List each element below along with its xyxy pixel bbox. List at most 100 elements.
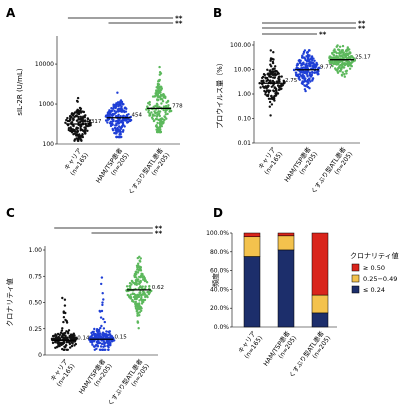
C-ytick-label-1: 0.25 xyxy=(29,326,43,333)
A-point-g0-159 xyxy=(75,137,78,140)
C-point-g1-162 xyxy=(101,333,104,337)
C-ytick-label-0: 0 xyxy=(38,352,42,359)
B-point-g0-85 xyxy=(267,93,270,97)
C-point-g1-172 xyxy=(108,330,112,333)
B-point-g1-177 xyxy=(308,64,311,68)
B-point-g2-141 xyxy=(340,54,343,57)
A-point-g0-130 xyxy=(78,118,82,121)
B-point-g2-188 xyxy=(334,62,337,66)
B-point-g2-197 xyxy=(332,62,335,65)
C-point-g2-121 xyxy=(138,291,141,294)
A-ytick-label-0: 100 xyxy=(43,141,55,148)
C-point-g1-199 xyxy=(99,326,102,330)
B-xtick-1: HAM/TSP患者(n=205) xyxy=(282,145,319,184)
B-point-g2-154 xyxy=(333,51,336,54)
D-xtick-1: HAM/TSP患者(n=205) xyxy=(261,329,298,368)
C-point-g2-110 xyxy=(144,285,147,288)
C-point-g2-95 xyxy=(141,285,144,288)
C-point-g0-70 xyxy=(65,341,68,344)
C-point-g2-98 xyxy=(139,279,142,283)
C-point-g2-180 xyxy=(136,296,139,299)
C-point-g1-58 xyxy=(105,330,108,333)
B-point-g0-129 xyxy=(261,80,264,83)
B-point-g0-12 xyxy=(259,86,262,89)
B-point-g1-91 xyxy=(294,73,298,77)
B-point-g0-120 xyxy=(273,76,276,80)
B-point-g1-171 xyxy=(316,71,319,74)
C-point-g1-116 xyxy=(93,345,96,348)
B-point-g0-135 xyxy=(269,63,272,66)
A-point-g0-114 xyxy=(76,129,79,132)
A-point-g1-160 xyxy=(114,111,117,115)
A-point-g2-204 xyxy=(157,79,160,82)
B-point-g1-193 xyxy=(309,75,313,78)
A-point-g0-161 xyxy=(75,114,78,117)
A-point-g0-139 xyxy=(76,100,79,103)
C-point-g2-200 xyxy=(139,267,142,270)
A-point-g2-198 xyxy=(157,130,161,134)
B-point-g0-144 xyxy=(273,99,276,102)
C-xtick-0: キャリア(n=165) xyxy=(49,358,77,389)
A-point-g0-99 xyxy=(81,128,84,132)
C-point-g2-140 xyxy=(135,280,138,283)
B-point-g0-140 xyxy=(269,69,272,72)
A-point-g2-77 xyxy=(148,100,151,104)
B-panel-letter: B xyxy=(213,6,222,20)
C-point-g2-101 xyxy=(148,285,151,288)
B-point-g0-151 xyxy=(270,103,274,106)
B-point-g2-192 xyxy=(345,52,348,56)
C-point-g1-133 xyxy=(99,345,103,348)
A-point-g2-199 xyxy=(156,98,159,101)
C-point-g0-39 xyxy=(62,316,66,319)
B-point-g1-161 xyxy=(297,77,300,80)
C-point-g2-189 xyxy=(128,282,132,285)
C-point-g0-30 xyxy=(63,304,67,307)
C-point-g1-123 xyxy=(101,292,104,295)
C-point-g0-36 xyxy=(65,321,69,324)
B-sig-label-1: ** xyxy=(358,25,366,33)
C-point-g2-154 xyxy=(140,302,144,305)
B-point-g0-82 xyxy=(269,114,272,117)
C-point-g2-203 xyxy=(141,300,144,303)
A-point-g2-35 xyxy=(145,108,148,111)
B-point-g0-152 xyxy=(274,87,278,90)
C-point-g1-196 xyxy=(98,334,101,338)
C-point-g2-60 xyxy=(138,314,141,317)
C-ytick-label-3: 0.75 xyxy=(29,273,43,280)
B-point-g0-109 xyxy=(261,85,265,88)
B-point-g0-45 xyxy=(275,80,279,83)
C-point-g2-186 xyxy=(137,327,140,330)
A-ylabel: sIL-2R (U/mL) xyxy=(16,68,24,115)
A-point-g1-199 xyxy=(129,119,132,122)
A-point-g1-159 xyxy=(114,124,117,127)
A-point-g2-34 xyxy=(155,102,159,106)
A-point-g2-176 xyxy=(165,109,168,112)
C-point-g2-143 xyxy=(138,299,141,302)
A-point-g2-170 xyxy=(161,122,164,125)
C-point-g1-138 xyxy=(107,348,110,351)
A-point-g2-118 xyxy=(146,105,149,108)
A-point-g2-53 xyxy=(161,100,165,103)
C-point-g1-177 xyxy=(95,328,99,331)
B-point-g2-126 xyxy=(345,48,348,52)
C-point-g2-176 xyxy=(144,295,147,299)
A-point-g2-164 xyxy=(156,95,159,99)
B-point-g2-178 xyxy=(330,61,333,65)
B-point-g1-101 xyxy=(306,74,309,77)
C-point-g1-203 xyxy=(89,340,92,343)
B-median-label-0: 2.75 xyxy=(285,78,298,84)
D-legend-swatch-0 xyxy=(351,285,360,294)
B-point-g2-186 xyxy=(344,70,347,73)
B-point-g2-190 xyxy=(341,71,344,74)
A-point-g1-176 xyxy=(118,135,122,139)
C-point-g1-105 xyxy=(100,276,104,279)
A-point-g2-189 xyxy=(158,65,161,69)
B-point-g1-166 xyxy=(309,62,312,65)
A-point-g1-170 xyxy=(106,118,110,122)
B-point-g0-124 xyxy=(272,51,275,54)
B-point-g0-94 xyxy=(267,97,271,101)
B-point-g1-170 xyxy=(315,61,318,65)
A-point-g1-179 xyxy=(112,103,115,106)
B-point-g0-83 xyxy=(269,75,273,79)
